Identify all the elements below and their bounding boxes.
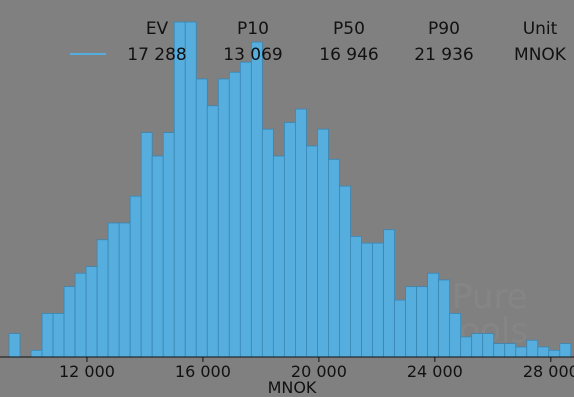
watermark-line1: Pure [452, 277, 528, 317]
legend-header: P50 [333, 19, 365, 39]
legend-value: 13 069 [223, 45, 282, 65]
histogram-bar [74, 272, 87, 358]
histogram-bar [107, 222, 120, 358]
histogram-bar [339, 185, 351, 358]
histogram-bar [482, 333, 495, 358]
histogram-bar [129, 195, 142, 358]
histogram-bar [250, 41, 263, 358]
legend-header: P10 [237, 19, 269, 39]
histogram-bar [261, 128, 274, 358]
histogram-bars [8, 21, 572, 358]
histogram-bar [361, 242, 373, 358]
histogram-bar [283, 122, 296, 358]
histogram-bar [460, 336, 473, 358]
legend-value: 16 946 [319, 45, 378, 65]
histogram-bar [96, 239, 109, 358]
histogram-bar [317, 128, 329, 358]
histogram-bar [471, 333, 484, 358]
histogram-bar [63, 286, 76, 358]
histogram-bar [405, 286, 417, 358]
histogram-bar [295, 108, 307, 358]
x-tick-label: 24 000 [407, 362, 463, 381]
histogram-bar [228, 71, 241, 358]
histogram-bar [151, 155, 164, 358]
x-tick-label: 28 000 [523, 362, 574, 381]
histogram-bar [504, 343, 517, 358]
x-axis-ticks: 12 000 16 000 20 000 24 000 28 000 [59, 357, 574, 381]
histogram-bar [306, 145, 318, 358]
legend-value: 17 288 [127, 45, 186, 65]
histogram-bar [559, 343, 572, 358]
histogram-bar [548, 349, 561, 358]
histogram-bar [41, 313, 54, 358]
histogram-bar [272, 155, 285, 358]
histogram-bar [8, 333, 21, 358]
histogram-bar [350, 235, 362, 358]
histogram-bar [206, 105, 219, 358]
histogram-bar [195, 78, 208, 358]
histogram-bar [162, 132, 175, 358]
histogram-bar [140, 132, 153, 358]
histogram-bar [394, 299, 406, 358]
legend-header: Unit [523, 19, 558, 39]
legend-value: MNOK [514, 45, 567, 65]
histogram-bar [173, 21, 186, 358]
histogram-bar [372, 242, 384, 358]
histogram-bar [493, 343, 506, 358]
histogram-bar [118, 222, 131, 358]
legend: EV P10 P50 P90 Unit 17 288 13 069 16 946 21 936 M… [70, 19, 567, 65]
histogram-bar [537, 346, 550, 358]
histogram-bar [52, 313, 65, 358]
histogram-bar [239, 61, 252, 358]
histogram-bar [427, 272, 440, 358]
x-tick-label: 12 000 [59, 362, 115, 381]
histogram-bar [383, 229, 395, 358]
histogram-bar [416, 286, 429, 358]
histogram-bar [449, 313, 462, 358]
x-axis-label: MNOK [268, 378, 317, 397]
histogram-bar [328, 158, 340, 358]
histogram-bar [526, 339, 539, 358]
x-tick-label: 16 000 [175, 362, 231, 381]
histogram-bar [217, 78, 230, 358]
histogram-bar [85, 266, 98, 358]
histogram-bar [184, 21, 197, 358]
legend-header: P90 [428, 19, 460, 39]
legend-header: EV [146, 19, 169, 39]
histogram-bar [438, 279, 451, 358]
legend-value: 21 936 [414, 45, 473, 65]
histogram-bar [30, 349, 43, 358]
x-tick-label: 20 000 [291, 362, 347, 381]
histogram-bar [515, 346, 528, 358]
